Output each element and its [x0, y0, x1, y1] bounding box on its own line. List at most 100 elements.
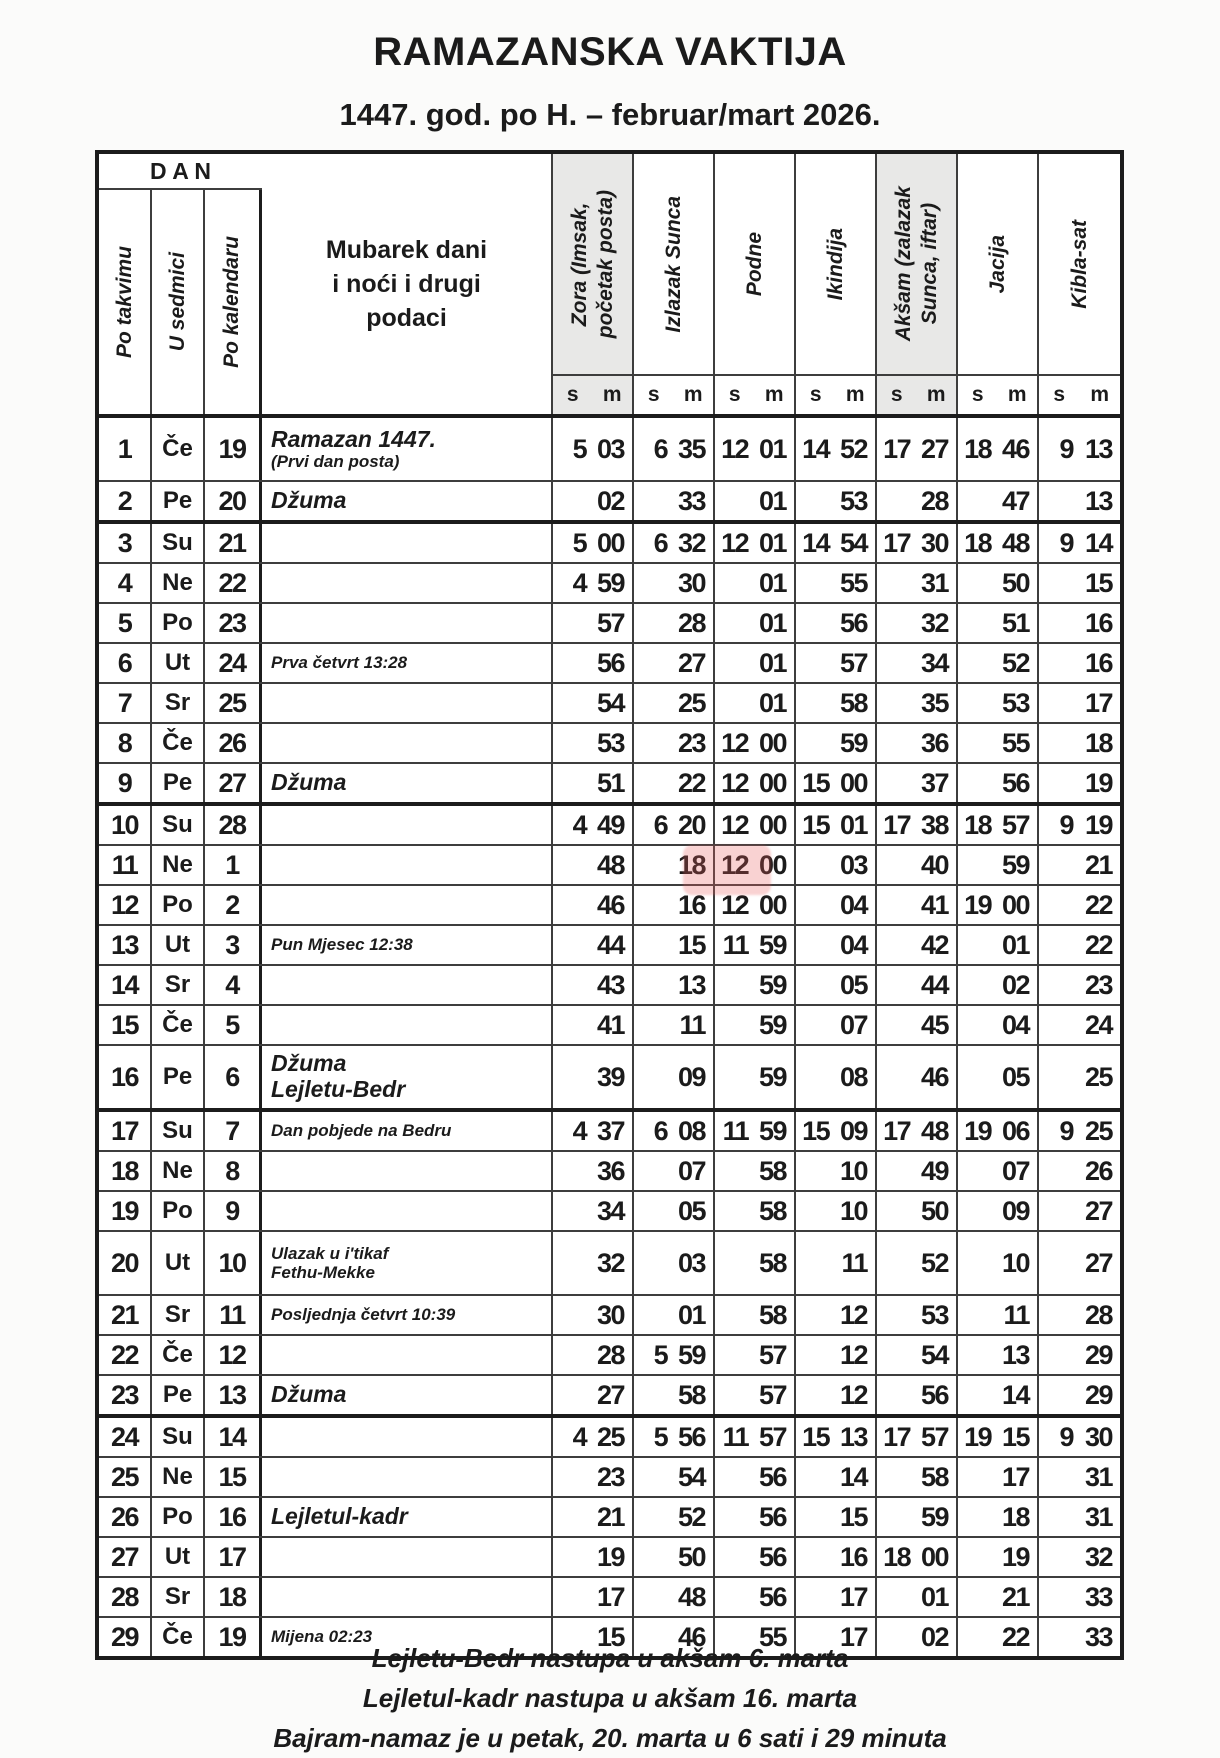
time-cell-3: 14 — [796, 1458, 877, 1496]
time-cell-6: 23 — [1039, 966, 1120, 1004]
minutes-value: 59 — [758, 1061, 788, 1092]
weekday-cell: Sr — [152, 1296, 205, 1334]
hours-value: 17 — [883, 527, 912, 558]
time-cell-4: 35 — [877, 684, 958, 722]
minutes-value: 56 — [839, 607, 869, 638]
time-cell-3: 11 — [796, 1232, 877, 1294]
time-cell-1: 5 56 — [634, 1418, 715, 1456]
time-cell-2: 01 — [715, 482, 796, 520]
minutes-value: 46 — [596, 889, 626, 920]
day-number-cell: 18 — [99, 1152, 152, 1190]
hours-value: 6 — [653, 809, 669, 840]
time-cell-1: 30 — [634, 564, 715, 602]
weekday-cell: Po — [152, 604, 205, 642]
time-cell-2: 11 57 — [715, 1418, 796, 1456]
minutes-value: 32 — [920, 607, 950, 638]
minutes-value: 23 — [677, 727, 707, 758]
hours-value: 9 — [1059, 809, 1074, 840]
minutes-value: 15 — [1084, 567, 1114, 598]
time-cell-1: 6 08 — [634, 1112, 715, 1150]
time-cell-5: 47 — [958, 482, 1039, 520]
time-cell-1: 6 20 — [634, 806, 715, 844]
minutes-value: 59 — [1001, 849, 1031, 880]
minutes-value: 30 — [1084, 1421, 1114, 1452]
calendar-day-cell: 11 — [205, 1296, 262, 1334]
note-cell — [262, 1418, 553, 1456]
minutes-value: 05 — [1001, 1061, 1031, 1092]
day-number-cell: 11 — [99, 846, 152, 884]
hours-value: 14 — [802, 433, 831, 464]
time-cell-4: 17 48 — [877, 1112, 958, 1150]
minutes-value: 58 — [758, 1195, 788, 1226]
minutes-value: 16 — [1084, 607, 1114, 638]
time-cell-3: 03 — [796, 846, 877, 884]
calendar-day-cell: 19 — [205, 418, 262, 480]
minutes-value: 52 — [839, 433, 869, 464]
note-cell — [262, 524, 553, 562]
table-row: 2 Pe 20 Džuma 02 33 01 53 28 47 13 — [99, 480, 1120, 520]
calendar-day-cell: 19 — [205, 1618, 262, 1656]
hours-value: 4 — [572, 567, 588, 598]
calendar-day-cell: 10 — [205, 1232, 262, 1294]
time-column-header-3: Ikindija s m — [796, 154, 877, 414]
hours-value: 18 — [964, 809, 993, 840]
time-cell-0: 56 — [553, 644, 634, 682]
day-number-cell: 19 — [99, 1192, 152, 1230]
weekday-cell: Su — [152, 1418, 205, 1456]
minutes-value: 09 — [1001, 1195, 1031, 1226]
calendar-day-cell: 26 — [205, 724, 262, 762]
time-cell-5: 13 — [958, 1336, 1039, 1374]
minutes-value: 04 — [839, 929, 869, 960]
time-cell-1: 48 — [634, 1578, 715, 1616]
time-cell-3: 07 — [796, 1006, 877, 1044]
table-row: 26 Po 16 Lejletul-kadr 21 52 56 15 59 18 31 — [99, 1496, 1120, 1536]
note-cell — [262, 1458, 553, 1496]
note-line: Ulazak u i'tikaf — [271, 1243, 389, 1263]
time-cell-2: 55 — [715, 1618, 796, 1656]
time-cell-6: 27 — [1039, 1232, 1120, 1294]
minutes-value: 04 — [839, 889, 869, 920]
time-cell-3: 15 13 — [796, 1418, 877, 1456]
time-cell-6: 16 — [1039, 644, 1120, 682]
time-cell-2: 11 59 — [715, 1112, 796, 1150]
time-cell-6: 15 — [1039, 564, 1120, 602]
time-cell-4: 41 — [877, 886, 958, 924]
day-number-cell: 1 — [99, 418, 152, 480]
weekday-cell: Ut — [152, 926, 205, 964]
minutes-value: 21 — [1084, 849, 1114, 880]
minutes-value: 48 — [677, 1581, 707, 1612]
time-cell-5: 55 — [958, 724, 1039, 762]
time-cell-2: 12 00 — [715, 764, 796, 802]
time-cell-1: 46 — [634, 1618, 715, 1656]
minutes-value: 54 — [920, 1339, 950, 1370]
minutes-value: 01 — [758, 485, 788, 516]
table-row: 12 Po 2 46 16 12 00 04 41 19 00 22 — [99, 884, 1120, 924]
minutes-value: 56 — [596, 647, 626, 678]
table-row: 20 Ut 10 Ulazak u i'tikaf Fethu-Mekke 32 03 58 1… — [99, 1230, 1120, 1294]
minutes-value: 57 — [1001, 809, 1031, 840]
minutes-value: 59 — [758, 969, 788, 1000]
calendar-day-cell: 3 — [205, 926, 262, 964]
minutes-value: 53 — [920, 1299, 950, 1330]
sm-label: s — [809, 383, 822, 406]
hours-value: 18 — [964, 527, 993, 558]
time-cell-5: 19 — [958, 1538, 1039, 1576]
minutes-value: 11 — [841, 1247, 868, 1278]
time-cell-6: 24 — [1039, 1006, 1120, 1044]
note-cell — [262, 724, 553, 762]
table-row: 27 Ut 17 19 50 56 16 18 00 19 32 — [99, 1536, 1120, 1576]
hours-value: 18 — [883, 1541, 912, 1572]
weekday-cell: Če — [152, 724, 205, 762]
time-cell-1: 28 — [634, 604, 715, 642]
weekday-cell: Sr — [152, 1578, 205, 1616]
time-cell-6: 22 — [1039, 926, 1120, 964]
hours-value: 5 — [653, 1421, 669, 1452]
minutes-value: 14 — [1084, 527, 1114, 558]
hours-value: 12 — [721, 727, 750, 758]
time-cell-3: 12 — [796, 1336, 877, 1374]
day-number-cell: 27 — [99, 1538, 152, 1576]
note-cell: Ramazan 1447. (Prvi dan posta) — [262, 418, 553, 480]
